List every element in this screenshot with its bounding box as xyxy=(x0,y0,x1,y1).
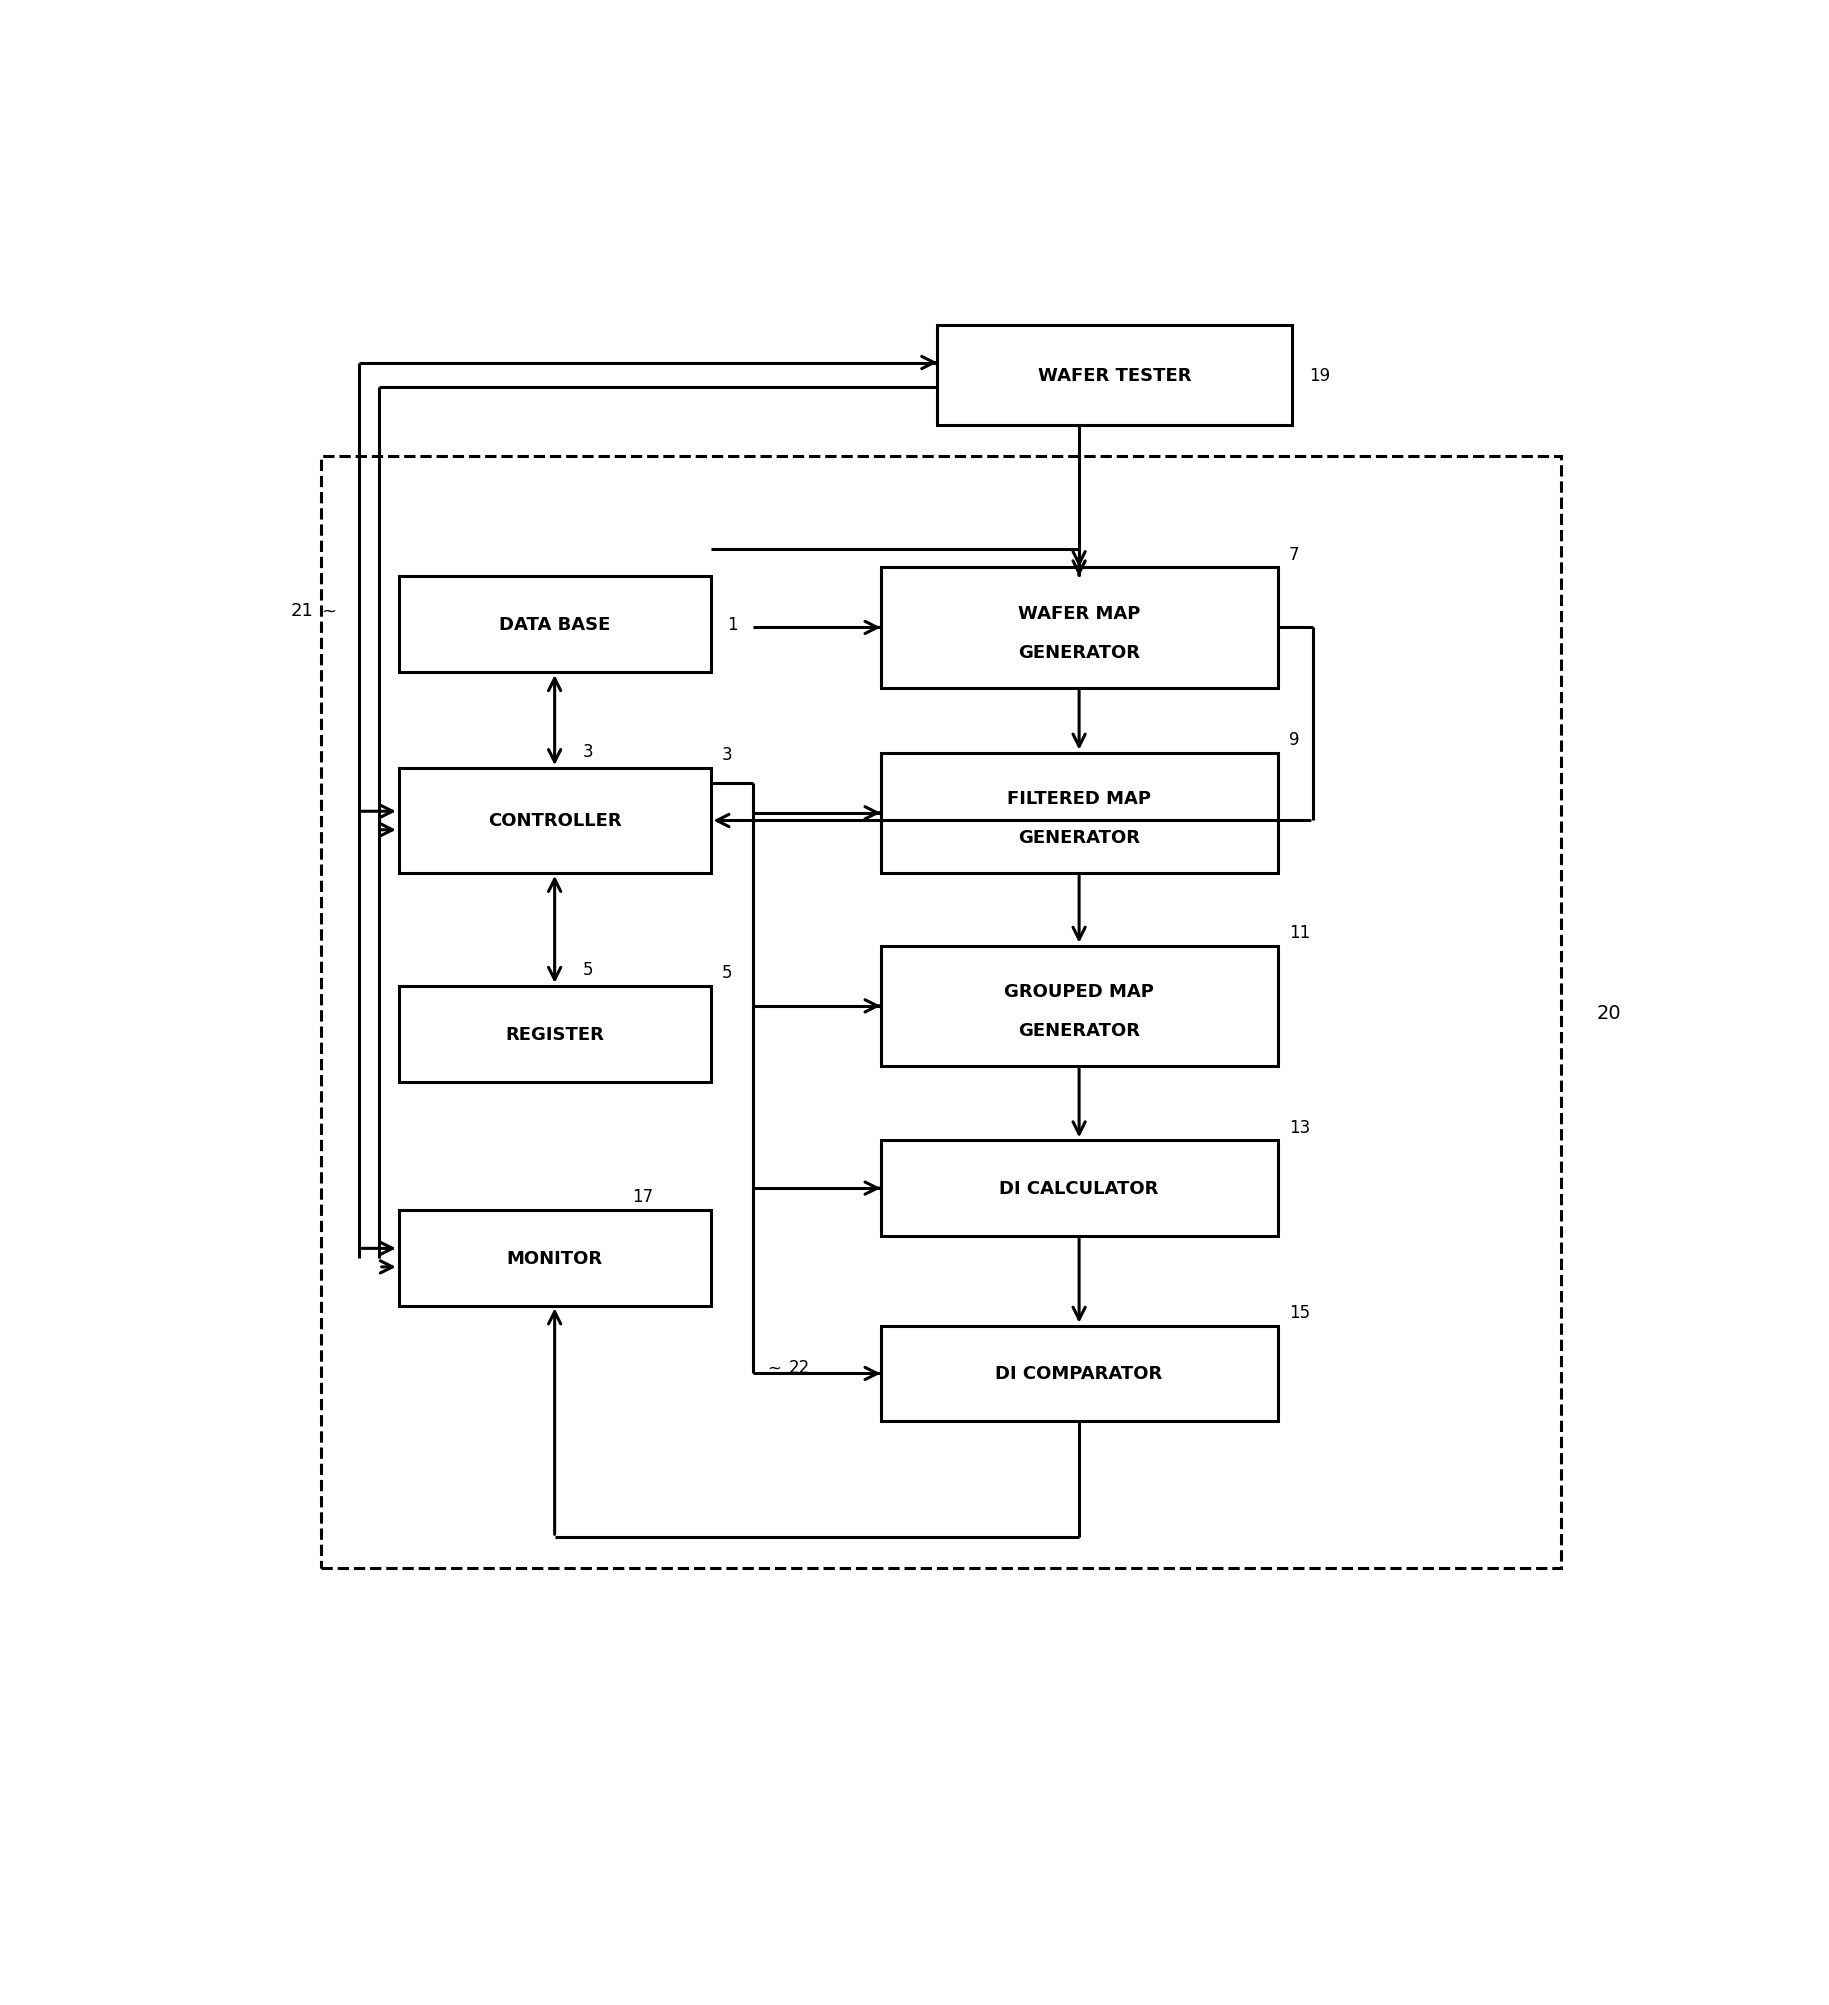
Text: MONITOR: MONITOR xyxy=(507,1249,604,1267)
FancyBboxPatch shape xyxy=(399,768,710,874)
Text: 17: 17 xyxy=(633,1187,653,1205)
Text: DATA BASE: DATA BASE xyxy=(499,616,611,634)
Text: GROUPED MAP: GROUPED MAP xyxy=(1004,982,1154,1000)
Text: DI COMPARATOR: DI COMPARATOR xyxy=(995,1365,1163,1383)
Text: GENERATOR: GENERATOR xyxy=(1019,644,1139,662)
FancyBboxPatch shape xyxy=(399,986,710,1083)
Text: ~: ~ xyxy=(320,602,337,620)
FancyBboxPatch shape xyxy=(320,457,1560,1568)
Text: 5: 5 xyxy=(583,960,593,978)
Text: GENERATOR: GENERATOR xyxy=(1019,828,1139,846)
FancyBboxPatch shape xyxy=(399,577,710,674)
FancyBboxPatch shape xyxy=(882,946,1277,1067)
Text: 19: 19 xyxy=(1310,367,1330,385)
Text: ~: ~ xyxy=(768,1359,781,1377)
Text: 9: 9 xyxy=(1289,730,1299,748)
Text: REGISTER: REGISTER xyxy=(505,1025,604,1043)
Text: 1: 1 xyxy=(728,616,739,634)
Text: CONTROLLER: CONTROLLER xyxy=(488,812,622,830)
Text: 3: 3 xyxy=(583,744,594,760)
Text: 13: 13 xyxy=(1289,1119,1310,1137)
Text: 7: 7 xyxy=(1289,545,1299,563)
FancyBboxPatch shape xyxy=(399,1211,710,1305)
FancyBboxPatch shape xyxy=(882,567,1277,688)
Text: 21: 21 xyxy=(291,602,315,620)
Text: WAFER MAP: WAFER MAP xyxy=(1019,606,1139,624)
Text: 11: 11 xyxy=(1289,924,1310,942)
Text: WAFER TESTER: WAFER TESTER xyxy=(1037,367,1191,385)
Text: 22: 22 xyxy=(788,1359,810,1377)
Text: 3: 3 xyxy=(722,746,733,764)
Text: 5: 5 xyxy=(722,964,732,982)
Text: GENERATOR: GENERATOR xyxy=(1019,1021,1139,1039)
FancyBboxPatch shape xyxy=(936,325,1291,425)
Text: 20: 20 xyxy=(1597,1002,1620,1023)
Text: DI CALCULATOR: DI CALCULATOR xyxy=(999,1179,1160,1197)
Text: 15: 15 xyxy=(1289,1303,1310,1321)
FancyBboxPatch shape xyxy=(882,1141,1277,1237)
FancyBboxPatch shape xyxy=(882,1325,1277,1422)
FancyBboxPatch shape xyxy=(882,754,1277,874)
Text: FILTERED MAP: FILTERED MAP xyxy=(1008,790,1150,808)
